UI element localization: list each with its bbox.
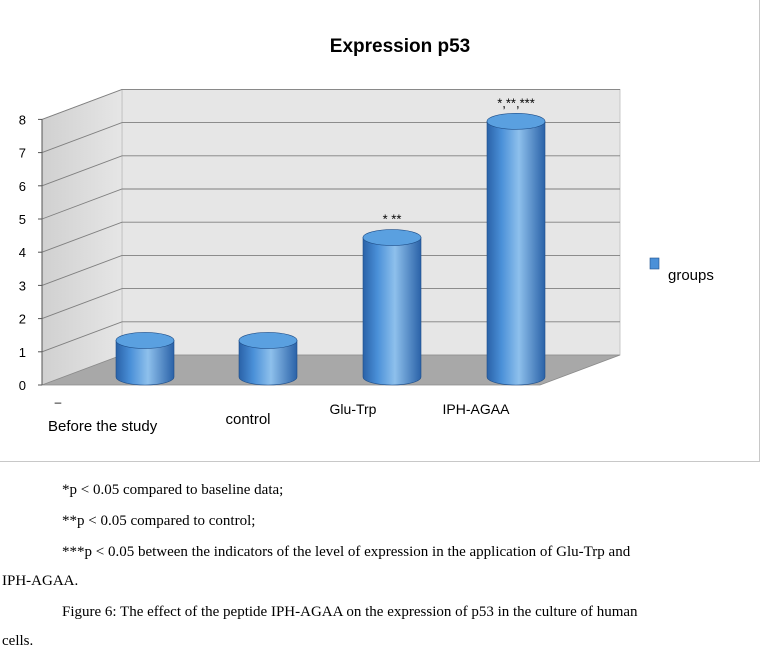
bar-top — [362, 229, 422, 246]
x-tick-label: Before the study — [48, 418, 158, 435]
gridline — [41, 321, 620, 353]
gridline — [41, 221, 620, 253]
bar — [486, 113, 546, 386]
chart-frame: Expression p53 0 1 2 3 4 5 6 7 8 Before the study c… — [0, 0, 760, 462]
legend-label: groups — [668, 267, 714, 284]
legend-swatch — [649, 257, 660, 270]
footnote-3: ***p < 0.05 between the indicators of th… — [62, 544, 631, 560]
x-tick-label: control — [225, 411, 270, 428]
chart-floor — [41, 354, 621, 386]
footnote-1: *p < 0.05 compared to baseline data; — [62, 482, 284, 498]
bar-body — [486, 121, 546, 386]
gridline — [41, 155, 620, 187]
bar-body — [362, 237, 422, 386]
bar — [115, 332, 175, 386]
y-tick-label: 4 — [19, 245, 26, 260]
y-tick-label: 8 — [19, 112, 26, 127]
chart-svg: Expression p53 0 1 2 3 4 5 6 7 8 Before the study c… — [19, 36, 714, 435]
footnote-3-continued: IPH-AGAA. — [2, 573, 79, 589]
footnote-2: **p < 0.05 compared to control; — [62, 513, 256, 529]
y-tick-label: 1 — [19, 345, 26, 360]
y-tick-label: 2 — [19, 312, 26, 327]
bar-top — [238, 332, 298, 349]
bar-body — [238, 340, 298, 386]
gridline — [41, 88, 620, 120]
y-tick-label: 3 — [19, 278, 26, 293]
bar-top — [486, 113, 546, 130]
y-tick-label: 5 — [19, 212, 26, 227]
y-tick-label: 7 — [19, 146, 26, 161]
gridline — [41, 122, 620, 154]
y-tick-label: 6 — [19, 179, 26, 194]
gridline — [41, 254, 620, 286]
figure-caption-continued: cells. — [2, 633, 34, 649]
bar-top — [115, 332, 175, 349]
gridline — [41, 288, 620, 320]
first-category-mark: – — [55, 395, 62, 409]
chart-title: Expression p53 — [330, 36, 470, 57]
significance-annotation: *,**,*** — [497, 95, 535, 110]
bar — [362, 229, 422, 386]
figure-caption: Figure 6: The effect of the peptide IPH-… — [62, 604, 638, 620]
y-tick-label: 0 — [19, 378, 26, 393]
x-tick-label: IPH-AGAA — [443, 401, 511, 417]
bar-body — [115, 340, 175, 386]
significance-annotation: * ** — [383, 212, 402, 227]
bar — [238, 332, 298, 386]
gridline — [41, 188, 620, 220]
x-tick-label: Glu-Trp — [330, 401, 377, 417]
